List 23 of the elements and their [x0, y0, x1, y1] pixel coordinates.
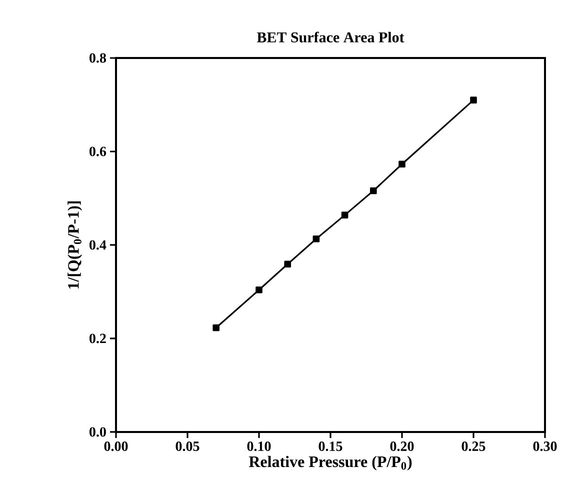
- x-axis-title: Relative Pressure (P/P$_{0}$): [248, 456, 412, 470]
- point: [341, 212, 348, 218]
- y-axis-title: 1/[Q(P$_{0}$/P-1)]: [68, 201, 82, 289]
- y-tick-label: 0.6: [90, 146, 106, 156]
- y-tick-label: 0.0: [90, 427, 106, 437]
- x-tick-label: 0.05: [176, 442, 200, 452]
- y-tick-label: 0.8: [90, 53, 106, 63]
- x-tick-label: 0.20: [390, 442, 414, 452]
- point: [398, 160, 406, 168]
- y-tick-label: 0.2: [90, 334, 106, 344]
- x-tick-label: 0.15: [318, 442, 342, 452]
- x-tick-label: 0.25: [462, 442, 486, 452]
- x-tick-label: 0.10: [247, 442, 271, 452]
- x-tick-label: 0.30: [533, 442, 557, 452]
- point: [212, 324, 220, 332]
- y-tick-label: 0.4: [90, 240, 106, 250]
- point: [370, 187, 377, 194]
- x-tick-label: 0.00: [104, 442, 128, 452]
- chart-title: BET Surface Area Plot: [256, 32, 404, 42]
- point: [312, 236, 320, 242]
- point: [284, 260, 291, 268]
- point: [470, 96, 477, 104]
- point: [256, 286, 262, 294]
